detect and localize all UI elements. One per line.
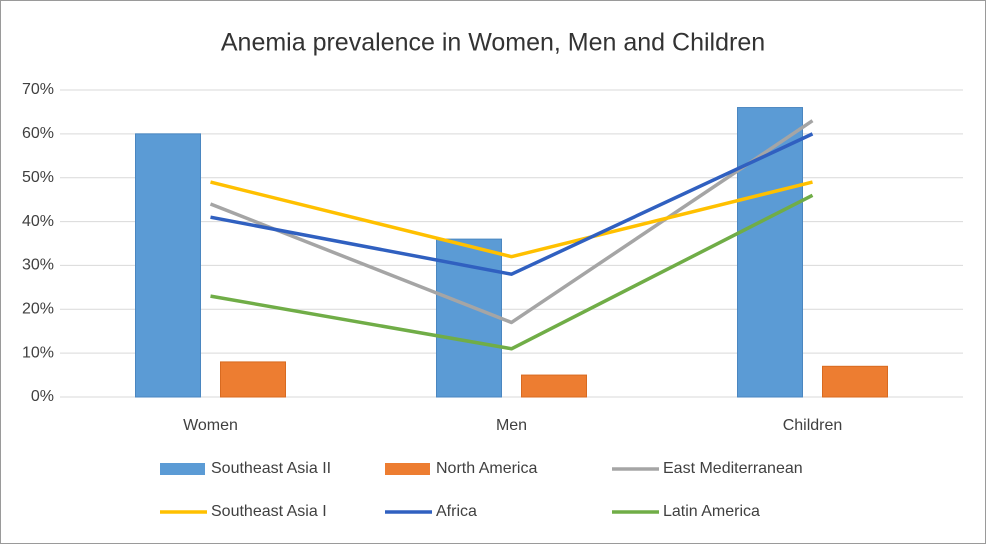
- x-tick-label: Men: [496, 417, 527, 434]
- chart-title: Anemia prevalence in Women, Men and Chil…: [221, 29, 765, 57]
- x-tick-label: Women: [183, 417, 238, 434]
- bar: [135, 133, 201, 398]
- legend-label: East Mediterranean: [663, 460, 803, 477]
- legend-label: Southeast Asia II: [211, 460, 331, 477]
- y-tick-label: 0%: [31, 388, 54, 405]
- y-tick-label: 50%: [22, 169, 54, 186]
- bar: [220, 361, 286, 398]
- bar: [521, 374, 587, 398]
- y-tick-label: 20%: [22, 301, 54, 318]
- legend-label: Southeast Asia I: [211, 503, 327, 520]
- line: [210, 132, 814, 276]
- legend-swatch: [160, 463, 205, 475]
- line: [210, 193, 814, 351]
- y-tick-label: 10%: [22, 344, 54, 361]
- y-tick-label: 60%: [22, 125, 54, 142]
- y-tick-label: 30%: [22, 257, 54, 274]
- y-tick-label: 70%: [22, 81, 54, 98]
- bar: [737, 107, 803, 398]
- legend-swatch: [385, 463, 430, 475]
- legend-label: Latin America: [663, 503, 760, 520]
- x-tick-label: Children: [783, 417, 843, 434]
- line: [210, 180, 813, 259]
- y-tick-label: 40%: [22, 213, 54, 230]
- line: [209, 119, 814, 325]
- legend-label: Africa: [436, 503, 477, 520]
- bar: [822, 365, 888, 398]
- legend-label: North America: [436, 460, 537, 477]
